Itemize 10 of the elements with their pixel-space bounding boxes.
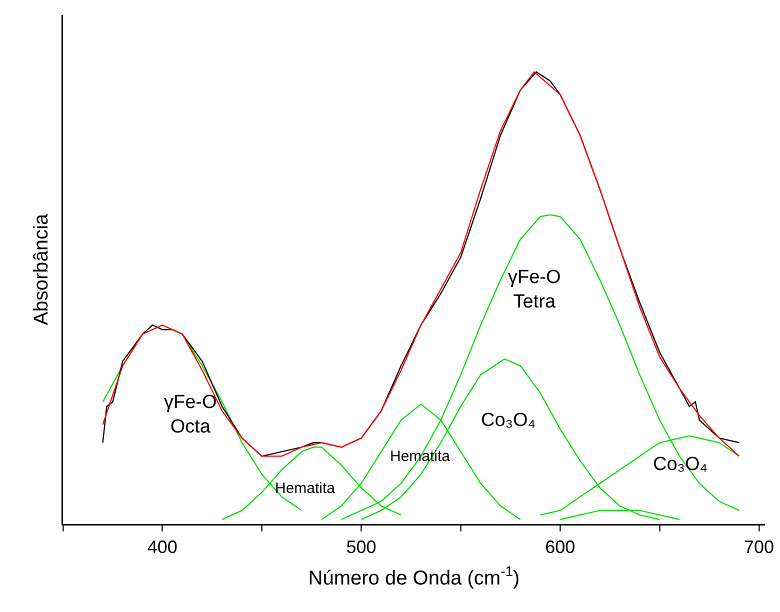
y-axis-title: Absorbância (30, 213, 52, 326)
x-tick-label: 500 (346, 537, 376, 558)
annotation: γFe-O Tetra (508, 267, 561, 313)
annotation: γFe-O Octa (164, 392, 217, 438)
annotation: Co₃O₄ (481, 410, 536, 431)
x-tick-label: 700 (744, 537, 774, 558)
annotation: Hematita (275, 480, 336, 497)
x-axis-title: Número de Onda (cm$^{-1}$) (308, 562, 520, 590)
x-tick-label: 400 (147, 537, 178, 558)
x-tick-label: 600 (545, 537, 576, 558)
